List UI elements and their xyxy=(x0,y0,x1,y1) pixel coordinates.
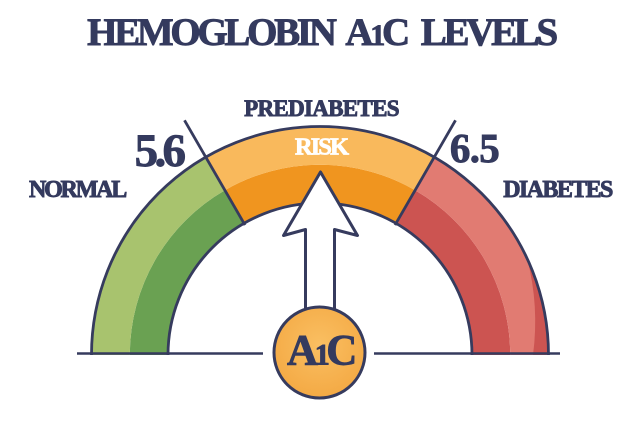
svg-text:RISK: RISK xyxy=(295,134,349,161)
svg-text:5.6: 5.6 xyxy=(135,125,186,177)
svg-text:HEMOGLOBIN A1C LEVELS: HEMOGLOBIN A1C LEVELS xyxy=(87,11,557,54)
svg-text:DIABETES: DIABETES xyxy=(503,177,613,203)
svg-text:PREDIABETES: PREDIABETES xyxy=(244,96,399,121)
svg-text:6.5: 6.5 xyxy=(450,125,499,171)
svg-text:NORMAL: NORMAL xyxy=(29,177,126,203)
